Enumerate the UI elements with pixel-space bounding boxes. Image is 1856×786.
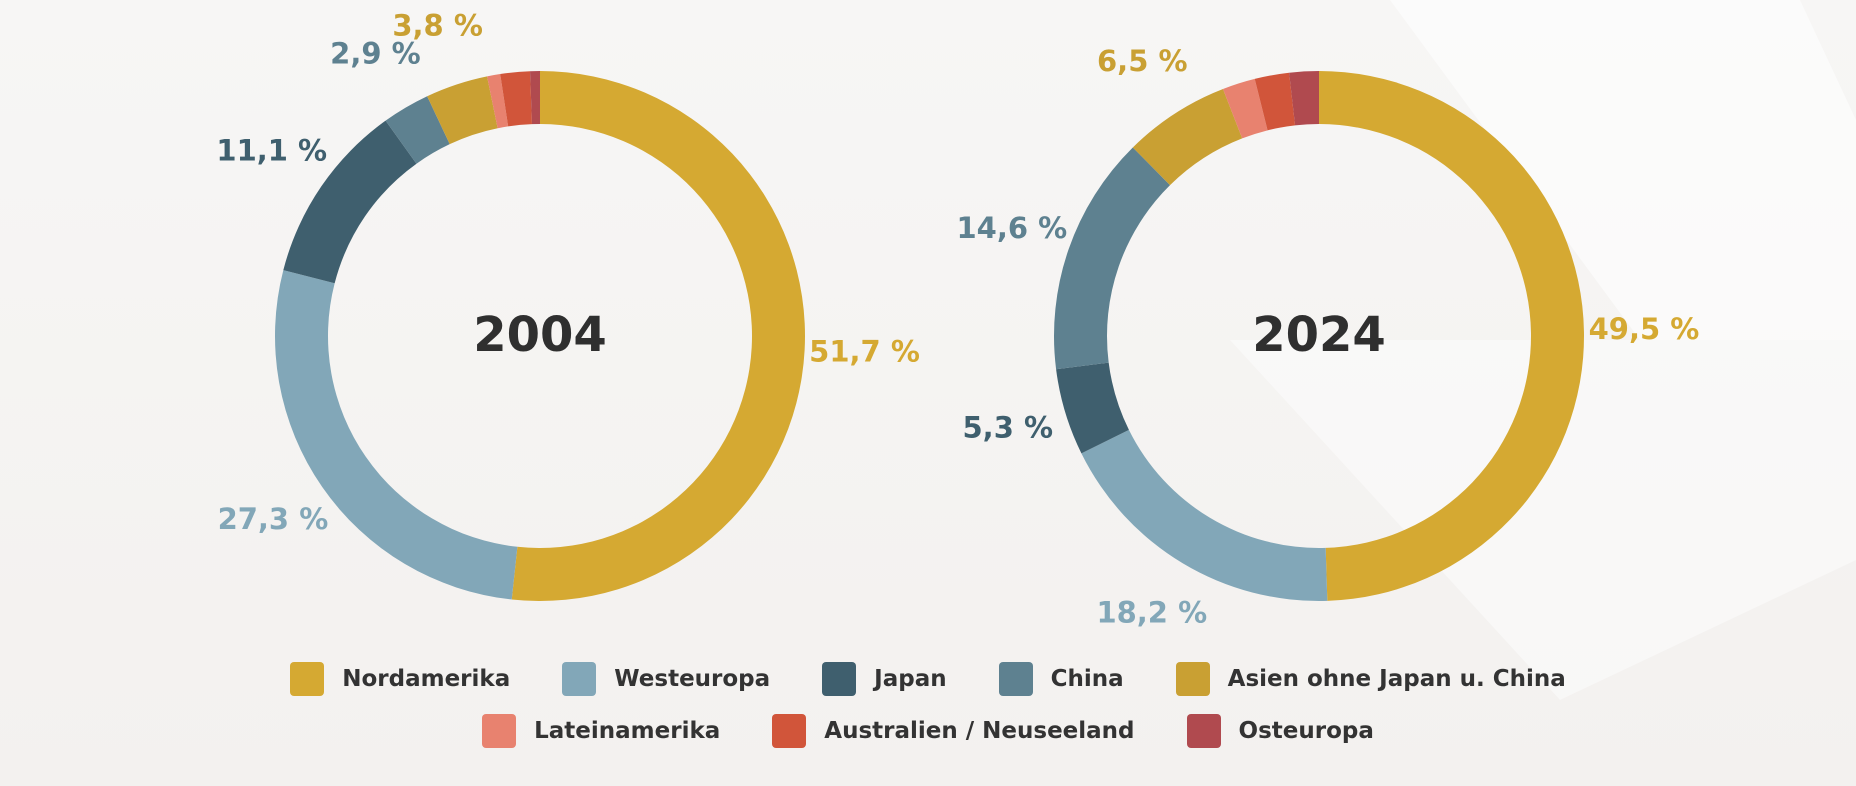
center-label-2024: 2024	[1252, 307, 1386, 363]
bg-triangle-bottom	[1230, 340, 1856, 700]
legend-label-nordamerika: Nordamerika	[342, 666, 511, 692]
data-label-asien-ohne-japan-u-china-2004: 3,8 %	[392, 9, 483, 43]
data-label-westeuropa-2024: 18,2 %	[1096, 596, 1207, 630]
slice-nordamerika-2004	[511, 71, 806, 601]
legend-swatch-asien	[1175, 662, 1210, 696]
slice-asien-ohne-japan-u-china-2024	[1132, 89, 1243, 186]
legend-label-westeuropa: Westeuropa	[614, 666, 771, 692]
legend-item-osteuropa: Osteuropa	[1186, 714, 1374, 748]
data-label-china-2024: 14,6 %	[956, 211, 1067, 245]
data-label-japan-2004: 11,1 %	[216, 133, 327, 167]
legend-swatch-westeuropa	[562, 662, 597, 696]
legend-label-japan: Japan	[874, 666, 947, 692]
donut-chart-2024: 49,5 % 18,2 % 5,3 % 14,6 % 6,5 % 2024	[956, 44, 1699, 629]
data-label-nordamerika-2024: 49,5 %	[1589, 312, 1700, 346]
slice-osteuropa-2024	[1289, 71, 1319, 126]
slice-japan-2024	[1056, 362, 1129, 454]
data-label-nordamerika-2004: 51,7 %	[809, 334, 920, 368]
legend-item-australien: Australien / Neuseeland	[772, 714, 1135, 748]
legend-swatch-australien	[772, 714, 807, 748]
data-label-china-2004: 2,9 %	[330, 37, 421, 71]
legend-item-nordamerika: Nordamerika	[290, 662, 510, 696]
legend-label-china: China	[1050, 666, 1124, 692]
data-label-westeuropa-2004: 27,3 %	[218, 502, 329, 536]
legend-item-lateinamerika: Lateinamerika	[482, 714, 720, 748]
slice-australien-neuseeland-2024	[1254, 72, 1296, 131]
slice-china-2024	[1054, 147, 1171, 370]
legend-swatch-nordamerika	[290, 662, 325, 696]
slice-lateinamerika-2024	[1222, 78, 1268, 139]
legend-item-china: China	[998, 662, 1124, 696]
legend-swatch-lateinamerika	[482, 714, 517, 748]
slice-australien-neuseeland-2004	[500, 71, 533, 127]
slice-osteuropa-2004	[530, 71, 540, 125]
legend-label-osteuropa: Osteuropa	[1238, 718, 1374, 744]
legend-label-lateinamerika: Lateinamerika	[534, 718, 721, 744]
bg-triangle-top	[1390, 0, 1856, 340]
legend-label-asien: Asien ohne Japan u. China	[1227, 666, 1566, 692]
legend-item-westeuropa: Westeuropa	[562, 662, 770, 696]
slice-nordamerika-2024	[1319, 71, 1585, 601]
slice-westeuropa-2004	[275, 270, 518, 600]
legend-row-1: Nordamerika Westeuropa Japan China Asien…	[0, 662, 1856, 696]
data-label-asien-ohne-japan-u-china-2024: 6,5 %	[1097, 44, 1188, 78]
slice-lateinamerika-2004	[487, 74, 509, 129]
slice-westeuropa-2024	[1081, 429, 1328, 602]
legend-swatch-osteuropa	[1186, 714, 1221, 748]
legend-label-australien: Australien / Neuseeland	[824, 718, 1135, 744]
data-label-japan-2024: 5,3 %	[963, 411, 1054, 445]
donut-chart-2004: 51,7 % 27,3 % 11,1 % 2,9 %3,8 % 2004	[216, 9, 920, 601]
legend-item-asien: Asien ohne Japan u. China	[1175, 662, 1566, 696]
legend-item-japan: Japan	[822, 662, 947, 696]
legend-swatch-japan	[822, 662, 857, 696]
slice-japan-2004	[283, 120, 417, 284]
slice-china-2004	[385, 96, 450, 164]
legend-swatch-china	[998, 662, 1033, 696]
legend-row-2: Lateinamerika Australien / Neuseeland Os…	[0, 714, 1856, 748]
slice-asien-ohne-japan-u-china-2004	[427, 76, 498, 145]
center-label-2004: 2004	[473, 307, 607, 363]
